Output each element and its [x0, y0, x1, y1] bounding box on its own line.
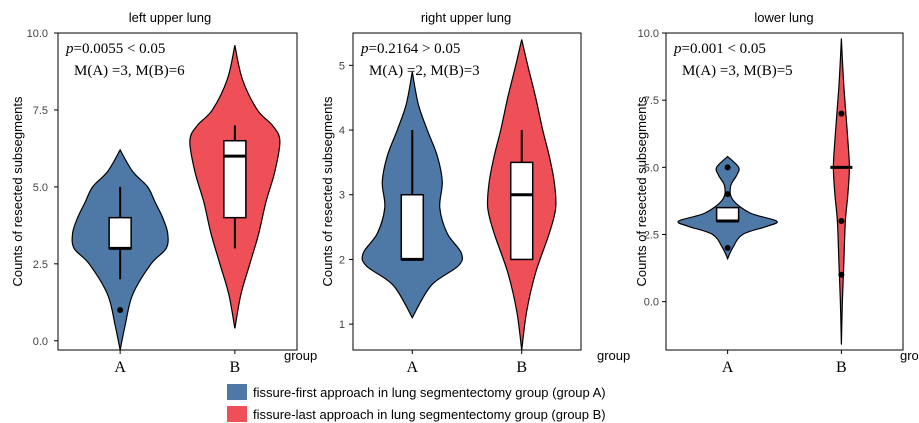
x-axis-label: group: [597, 348, 630, 363]
x-axis-label: group: [900, 348, 919, 363]
outlier-point-B: [838, 218, 845, 225]
y-axis-label: Counts of resected subsegments: [320, 96, 335, 287]
x-tick-label: B: [230, 359, 241, 376]
p-value-annotation: p=0.001 < 0.05: [673, 41, 766, 57]
legend-swatch: [227, 384, 247, 400]
p-value-annotation: p=0.2164 > 0.05: [360, 41, 460, 57]
y-tick-label: 1: [339, 319, 345, 331]
violin-B: [832, 38, 850, 345]
y-tick-label: 2.5: [644, 229, 659, 241]
legend: fissure-first approach in lung segmentec…: [227, 384, 606, 422]
outlier-point-A: [724, 164, 731, 171]
y-axis-label: Counts of resected subsegments: [634, 96, 649, 287]
p-value-text: =0.0055 < 0.05: [74, 41, 166, 57]
plot-border: [352, 32, 582, 351]
panel-3: lower lung Counts of resected subsegments…: [634, 10, 919, 376]
p-symbol: p: [65, 41, 74, 57]
panel-1: left upper lung Counts of resected subseg…: [10, 10, 317, 376]
outlier-point-B: [838, 271, 845, 278]
panel-title: lower lung: [754, 10, 813, 25]
legend-label: fissure-last approach in lung segmentect…: [253, 407, 606, 422]
p-value-annotation: p=0.0055 < 0.05: [65, 41, 165, 57]
y-tick-label: 3: [339, 190, 345, 202]
p-symbol: p: [673, 41, 682, 57]
y-tick-label: 0.0: [644, 297, 659, 309]
outlier-point-B: [838, 110, 845, 117]
p-value-text: =0.001 < 0.05: [682, 41, 766, 57]
plot-border: [57, 32, 298, 351]
panel-title: left upper lung: [129, 10, 211, 25]
y-tick-label: 7.5: [644, 95, 659, 107]
x-tick-label: B: [516, 359, 527, 376]
y-tick-label: 5: [339, 60, 345, 72]
median-annotation: M(A) =3, M(B)=6: [74, 63, 185, 79]
x-tick-label: A: [406, 359, 418, 376]
legend-label: fissure-first approach in lung segmentec…: [253, 385, 606, 400]
y-tick-label: 2.5: [33, 259, 48, 271]
p-value-text: =0.2164 > 0.05: [369, 41, 461, 57]
p-symbol: p: [360, 41, 369, 57]
y-axis-label: Counts of resected subsegments: [10, 96, 25, 287]
x-axis-label: group: [284, 348, 317, 363]
legend-swatch: [227, 406, 247, 422]
y-tick-label: 10.0: [27, 28, 48, 40]
outlier-point-A: [724, 244, 731, 251]
x-tick-label: A: [114, 359, 126, 376]
box-A: [715, 206, 740, 222]
y-tick-label: 2: [339, 254, 345, 266]
y-tick-label: 7.5: [33, 105, 48, 117]
y-tick-label: 5.0: [644, 162, 659, 174]
y-tick-label: 0.0: [33, 336, 48, 348]
median-annotation: M(A) =3, M(B)=5: [682, 63, 793, 79]
y-tick-label: 10.0: [638, 28, 659, 40]
box-B: [509, 161, 534, 261]
x-tick-label: A: [722, 359, 734, 376]
panel-title: right upper lung: [421, 10, 511, 25]
box-B: [223, 139, 247, 219]
outlier-point-A: [117, 306, 124, 313]
x-tick-label: B: [836, 359, 847, 376]
median-annotation: M(A) =2, M(B)=3: [369, 63, 480, 79]
y-tick-label: 4: [339, 125, 345, 137]
box-A: [400, 193, 425, 261]
plot-border: [665, 32, 904, 351]
box-A: [108, 216, 132, 250]
outlier-point-A: [724, 191, 731, 198]
panel-2: right upper lung Counts of resected subse…: [320, 10, 630, 376]
y-tick-label: 5.0: [33, 182, 48, 194]
